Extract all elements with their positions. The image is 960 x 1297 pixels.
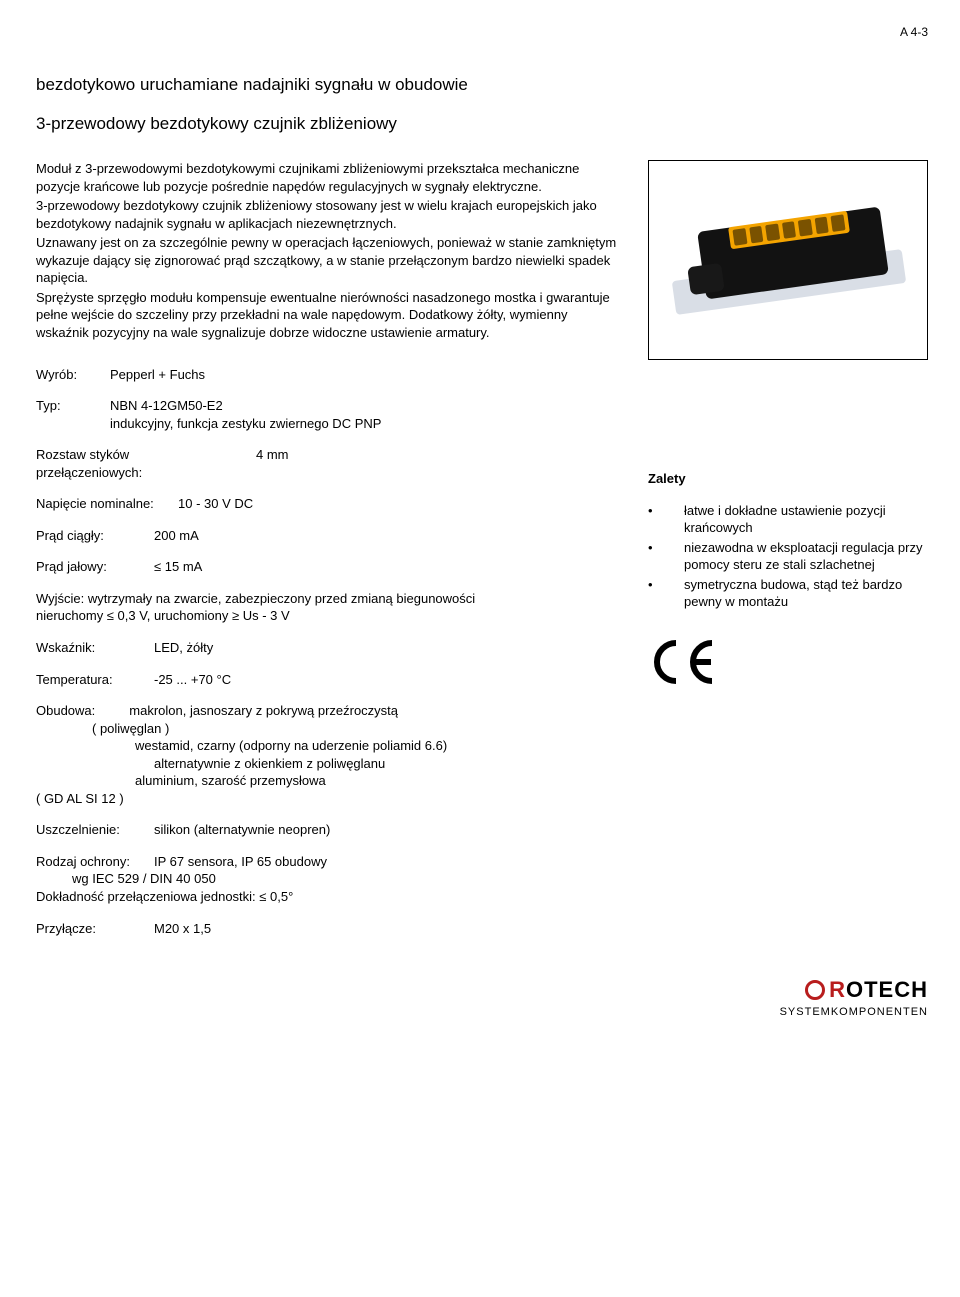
- spec-line: Dokładność przełączeniowa jednostki: ≤ 0…: [36, 888, 620, 906]
- spec-value-sub: indukcyjny, funkcja zestyku zwiernego DC…: [110, 415, 620, 433]
- spec-label: Typ:: [36, 397, 92, 415]
- spec-line: Wyjście: wytrzymały na zwarcie, zabezpie…: [36, 590, 620, 608]
- spec-value-sub: ( GD AL SI 12 ): [36, 790, 620, 808]
- list-item: niezawodna w eksploatacji regulacja przy…: [684, 539, 928, 574]
- spec-value: IP 67 sensora, IP 65 obudowy: [154, 853, 327, 871]
- logo-subtitle: SYSTEMKOMPONENTEN: [780, 1005, 928, 1020]
- spec-value: aluminium, szarość przemysłowa: [135, 772, 620, 790]
- spec-label: Wskaźnik:: [36, 639, 136, 657]
- spec-value: Pepperl + Fuchs: [110, 366, 205, 384]
- spec-label: Prąd jałowy:: [36, 558, 136, 576]
- body-paragraph: Moduł z 3-przewodowymi bezdotykowymi czu…: [36, 160, 620, 195]
- logo-letter: R: [829, 977, 846, 1002]
- product-photo: [648, 160, 928, 360]
- logo-circle-icon: [805, 980, 825, 1000]
- spec-value: westamid, czarny (odporny na uderzenie p…: [135, 737, 620, 755]
- spec-value: NBN 4-12GM50-E2: [110, 397, 223, 415]
- spec-label: Rodzaj ochrony:: [36, 853, 136, 871]
- spec-value: 4 mm: [256, 446, 289, 481]
- spec-value: ≤ 15 mA: [154, 558, 202, 576]
- advantages-list: łatwe i dokładne ustawienie pozycji krań…: [648, 502, 928, 611]
- spec-label: Rozstaw styków przełączeniowych:: [36, 446, 238, 481]
- logo-text: OTECH: [846, 977, 928, 1002]
- spec-label: Napięcie nominalne:: [36, 495, 160, 513]
- spec-value: -25 ... +70 °C: [154, 671, 231, 689]
- main-column: Moduł z 3-przewodowymi bezdotykowymi czu…: [36, 160, 620, 951]
- page-code: A 4-3: [36, 24, 928, 40]
- ce-mark-icon: [648, 639, 928, 685]
- spec-value: 10 - 30 V DC: [178, 495, 253, 513]
- brand-logo: ROTECH SYSTEMKOMPONENTEN: [780, 975, 928, 1020]
- spec-label: Temperatura:: [36, 671, 136, 689]
- page-title: bezdotykowo uruchamiane nadajniki sygnał…: [36, 74, 928, 97]
- spec-value: 200 mA: [154, 527, 199, 545]
- spec-label: Przyłącze:: [36, 920, 136, 938]
- spec-value: M20 x 1,5: [154, 920, 211, 938]
- body-paragraph: Sprężyste sprzęgło modułu kompensuje ewe…: [36, 289, 620, 342]
- spec-value-sub: ( poliwęglan ): [92, 720, 620, 738]
- spec-label: Uszczelnienie:: [36, 821, 136, 839]
- advantages-heading: Zalety: [648, 470, 928, 488]
- page-subtitle: 3-przewodowy bezdotykowy czujnik zbliżen…: [36, 113, 928, 136]
- spec-value-sub: alternatywnie z okienkiem z poliwęglanu: [154, 755, 620, 773]
- spec-label: Wyrób:: [36, 366, 92, 384]
- spec-value: makrolon, jasnoszary z pokrywą przeźrocz…: [129, 702, 398, 720]
- spec-label: Prąd ciągły:: [36, 527, 136, 545]
- list-item: łatwe i dokładne ustawienie pozycji krań…: [684, 502, 928, 537]
- spec-value-sub: wg IEC 529 / DIN 40 050: [72, 870, 620, 888]
- spec-line: nieruchomy ≤ 0,3 V, uruchomiony ≥ Us - 3…: [36, 607, 620, 625]
- list-item: symetryczna budowa, stąd też bardzo pewn…: [684, 576, 928, 611]
- body-paragraph: Uznawany jest on za szczególnie pewny w …: [36, 234, 620, 287]
- spec-label: Obudowa:: [36, 702, 95, 720]
- spec-value: LED, żółty: [154, 639, 213, 657]
- spec-value: silikon (alternatywnie neopren): [154, 821, 330, 839]
- body-paragraph: 3-przewodowy bezdotykowy czujnik zbliżen…: [36, 197, 620, 232]
- side-column: Zalety łatwe i dokładne ustawienie pozyc…: [648, 160, 928, 685]
